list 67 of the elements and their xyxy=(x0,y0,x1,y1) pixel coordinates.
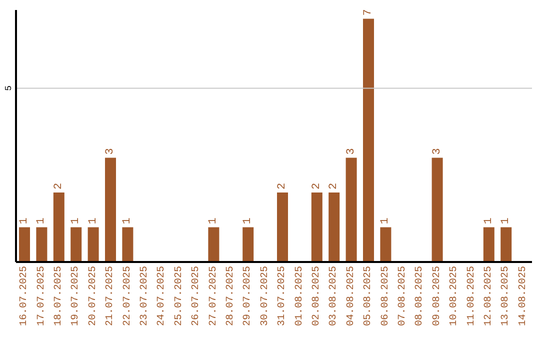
x-tick-label: 22.07.2025 xyxy=(122,266,134,326)
data-label: 1 xyxy=(500,217,512,224)
bar xyxy=(500,227,512,262)
bar xyxy=(328,192,340,262)
bar xyxy=(242,227,254,262)
data-label: 2 xyxy=(310,182,323,190)
data-label: 7 xyxy=(362,9,374,16)
x-tick-label: 27.07.2025 xyxy=(208,266,220,326)
x-tick-label: 05.08.2025 xyxy=(363,266,374,326)
x-tick-label: 31.07.2025 xyxy=(277,266,288,326)
data-label: 1 xyxy=(380,217,392,224)
data-label: 2 xyxy=(328,182,340,190)
bar xyxy=(208,227,220,262)
data-label: 1 xyxy=(18,217,30,224)
bar xyxy=(483,227,494,262)
bar xyxy=(432,158,443,262)
data-label: 3 xyxy=(104,148,116,155)
y-tick-label: 5 xyxy=(4,86,14,91)
x-tick-label: 14.08.2025 xyxy=(518,266,529,326)
x-tick-label: 19.07.2025 xyxy=(70,266,82,326)
x-tick-label: 26.07.2025 xyxy=(191,266,202,326)
x-tick-label: 30.07.2025 xyxy=(260,266,271,326)
bar xyxy=(36,227,48,262)
x-tick-label: 13.08.2025 xyxy=(500,266,512,326)
bar xyxy=(277,192,288,262)
x-tick-label: 18.07.2025 xyxy=(54,266,64,326)
data-label: 3 xyxy=(345,148,358,155)
bar xyxy=(122,227,134,262)
x-tick-label: 08.08.2025 xyxy=(414,266,426,326)
bar xyxy=(70,227,82,262)
x-tick-label: 06.08.2025 xyxy=(380,266,392,326)
data-label: 1 xyxy=(70,217,82,224)
bar xyxy=(311,192,322,262)
x-tick-label: 03.08.2025 xyxy=(328,266,340,326)
bar xyxy=(88,227,99,262)
data-label: 3 xyxy=(431,148,444,155)
x-tick-label: 21.07.2025 xyxy=(105,266,116,326)
data-label: 1 xyxy=(122,217,134,224)
x-tick-label: 09.08.2025 xyxy=(432,266,443,326)
bar xyxy=(346,158,357,262)
bar xyxy=(53,192,64,262)
x-tick-label: 17.07.2025 xyxy=(36,266,48,326)
data-label: 2 xyxy=(52,182,65,190)
x-tick-label: 12.08.2025 xyxy=(484,266,494,326)
x-tick-label: 01.08.2025 xyxy=(294,266,306,326)
x-tick-label: 10.08.2025 xyxy=(449,266,460,326)
data-label: 1 xyxy=(87,217,100,224)
x-tick-label: 29.07.2025 xyxy=(242,266,254,326)
x-tick-label: 02.08.2025 xyxy=(312,266,322,326)
bar xyxy=(380,227,392,262)
x-tick-label: 04.08.2025 xyxy=(346,266,357,326)
x-tick-label: 07.08.2025 xyxy=(398,266,408,326)
data-label: 1 xyxy=(242,217,254,224)
bar xyxy=(19,227,30,262)
bar xyxy=(105,158,116,262)
x-tick-label: 11.08.2025 xyxy=(466,266,478,326)
data-label: 1 xyxy=(36,217,48,224)
bar xyxy=(363,18,374,262)
data-label: 2 xyxy=(276,182,288,190)
x-tick-label: 23.07.2025 xyxy=(140,266,150,326)
data-label: 1 xyxy=(208,217,220,224)
x-tick-label: 28.07.2025 xyxy=(226,266,236,326)
x-tick-label: 16.07.2025 xyxy=(19,266,30,326)
x-tick-label: 24.07.2025 xyxy=(156,266,168,326)
data-label: 1 xyxy=(482,217,495,224)
x-tick-label: 25.07.2025 xyxy=(174,266,185,326)
x-tick-label: 20.07.2025 xyxy=(88,266,99,326)
